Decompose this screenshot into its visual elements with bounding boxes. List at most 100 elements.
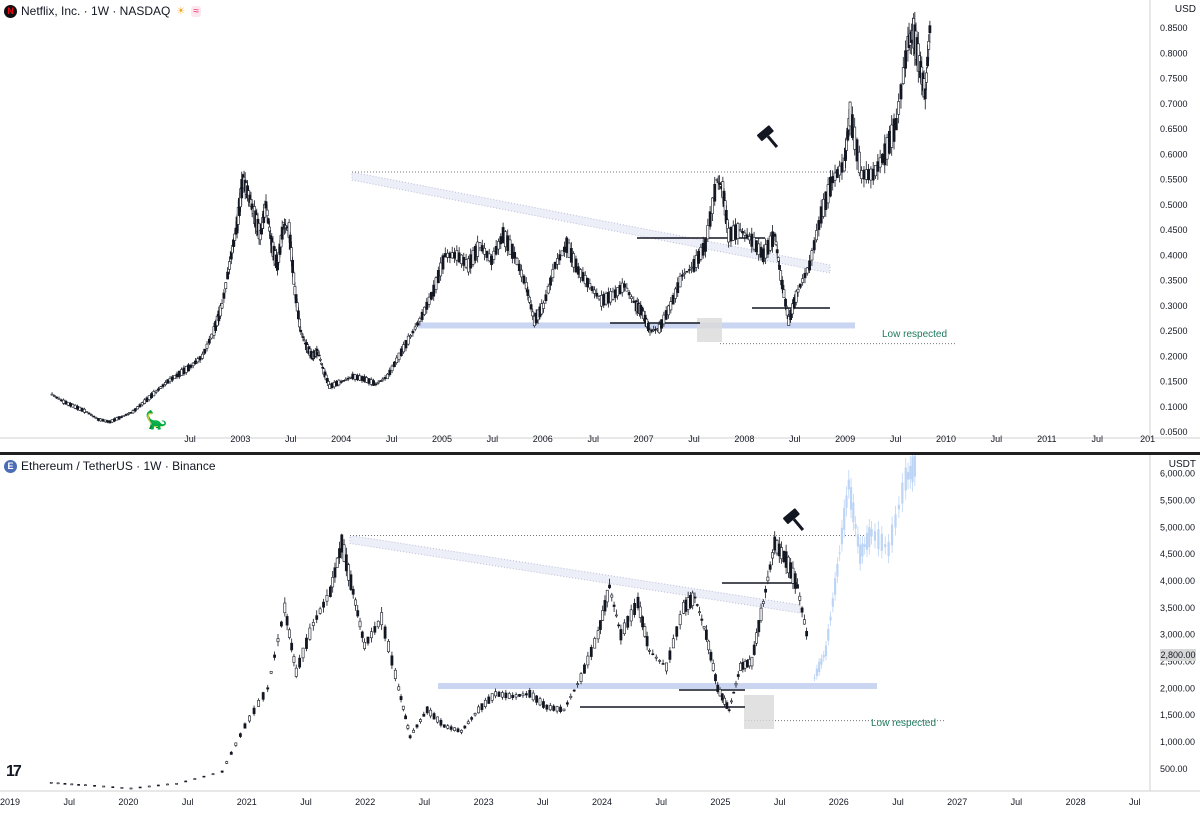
candle-body	[328, 586, 332, 597]
candle-body	[588, 283, 592, 289]
tradingview-logo-icon[interactable]: 17	[6, 763, 22, 780]
candle-body	[883, 143, 887, 166]
netflix-currency-label[interactable]: USD	[1174, 4, 1196, 15]
candle-body	[771, 231, 774, 247]
delay-wave-icon[interactable]: ≈	[191, 5, 201, 17]
candle-body	[210, 333, 214, 339]
ethereum-chart-pane[interactable]: 6,000.00 5,500.00 5,000.00 4,500.00 4,000.00…	[0, 455, 1200, 813]
candle-body	[515, 257, 519, 265]
candle-body	[455, 250, 459, 261]
candle-body	[126, 413, 130, 415]
netflix-chart-canvas[interactable]: 0.8500 0.8000 0.7500 0.7000 0.6500 0.6000 0.55…	[0, 0, 1200, 452]
candle-body	[331, 577, 335, 588]
price-tick-label: 0.0500	[1160, 427, 1188, 437]
candle-body	[220, 303, 224, 309]
ethereum-chart-canvas[interactable]: 6,000.00 5,500.00 5,000.00 4,500.00 4,000.00…	[0, 455, 1200, 813]
candle-body	[611, 291, 615, 300]
ethereum-currency-label[interactable]: USDT	[1168, 459, 1196, 470]
projection-candle	[818, 661, 821, 673]
time-tick-label: Jul	[300, 797, 312, 807]
time-tick-label: Jul	[386, 434, 398, 444]
candle-body	[460, 254, 463, 264]
candle-body	[163, 382, 167, 385]
candle-body	[730, 700, 733, 703]
candle-body	[757, 243, 761, 255]
projection-candle	[897, 504, 901, 510]
time-tick-label: Jul	[587, 434, 599, 444]
candle-body	[927, 41, 931, 50]
candle-body	[738, 229, 742, 231]
candle-body	[798, 595, 802, 601]
candle-body	[89, 414, 93, 416]
candle-body	[351, 373, 355, 380]
projection-candle	[868, 527, 871, 548]
candle-body	[302, 339, 306, 342]
candle-body	[528, 689, 532, 698]
candle-body	[761, 601, 765, 604]
candle-body	[102, 785, 106, 788]
candle-body	[617, 624, 621, 627]
candle-body	[897, 101, 901, 115]
candle-body	[136, 406, 140, 410]
candle-body	[876, 161, 880, 172]
candle-body	[478, 242, 482, 249]
candle-body	[147, 395, 151, 401]
candle-body	[76, 405, 79, 410]
time-tick-label: Jul	[890, 434, 902, 444]
candle-body	[661, 663, 665, 665]
candle-body	[110, 419, 114, 423]
time-tick-label: Jul	[688, 434, 700, 444]
candle-body	[926, 56, 929, 67]
pre-market-sun-icon[interactable]: ☀	[176, 5, 186, 17]
netflix-chart-pane[interactable]: 0.8500 0.8000 0.7500 0.7000 0.6500 0.6000 0.55…	[0, 0, 1200, 452]
time-tick-label: Jul	[1129, 797, 1141, 807]
dino-icon: 🦕	[145, 410, 168, 430]
projection-candle	[822, 654, 825, 658]
candle-body	[196, 358, 200, 363]
candle-body	[473, 713, 477, 716]
candle-body	[436, 270, 440, 284]
candle-body	[522, 275, 526, 284]
projection-candle	[904, 467, 907, 491]
candle-body	[362, 376, 366, 382]
candle-body	[439, 262, 443, 277]
candle-body	[780, 547, 783, 560]
price-tick-label: 0.1000	[1160, 402, 1188, 412]
candle-body	[671, 638, 675, 649]
candle-body	[871, 168, 875, 181]
time-tick-label: Jul	[63, 797, 75, 807]
support-zone	[438, 683, 877, 690]
pane-divider[interactable]	[0, 452, 1200, 455]
candle-body	[796, 584, 799, 589]
price-tick-label: 0.3500	[1160, 276, 1188, 286]
candle-body	[483, 247, 487, 255]
candle-body	[138, 404, 142, 408]
ethereum-legend[interactable]: E Ethereum / TetherUS · 1W · Binance	[4, 457, 216, 475]
candle-body	[901, 67, 905, 84]
time-tick-label: Jul	[537, 797, 549, 807]
candle-body	[243, 723, 247, 729]
gavel-head	[757, 125, 774, 142]
candle-body	[308, 627, 312, 640]
candle-body	[755, 632, 758, 644]
candle-body	[339, 381, 343, 383]
candle-body	[773, 536, 777, 551]
projection-candle	[838, 552, 841, 554]
candle-body	[450, 252, 454, 259]
candle-body	[202, 775, 206, 778]
time-tick-label: 2022	[355, 797, 375, 807]
candle-body	[558, 254, 562, 261]
netflix-legend[interactable]: N Netflix, Inc. · 1W · NASDAQ ☀ ≈	[4, 2, 201, 20]
candle-body	[497, 241, 500, 250]
candle-body	[300, 333, 304, 336]
candle-body	[686, 597, 690, 610]
candle-body	[640, 306, 644, 315]
candle-body	[531, 311, 535, 317]
price-tick-label: 5,500.00	[1160, 496, 1195, 506]
candle-body	[734, 224, 737, 240]
candle-body	[325, 594, 329, 602]
candle-body	[49, 782, 53, 784]
candle-body	[294, 667, 298, 677]
candle-body	[791, 567, 795, 584]
price-tick-label: 4,000.00	[1160, 576, 1195, 586]
